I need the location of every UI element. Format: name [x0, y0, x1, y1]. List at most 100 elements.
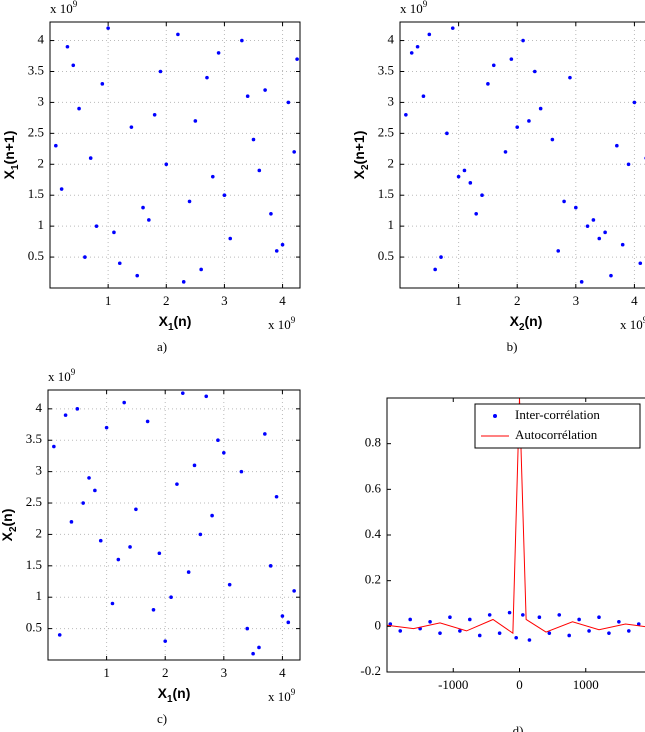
point — [269, 211, 273, 216]
plot-area — [48, 390, 300, 660]
y-tick-label: 4 — [36, 400, 43, 415]
point — [239, 469, 244, 474]
point — [587, 629, 591, 633]
point — [527, 119, 531, 123]
point — [227, 582, 232, 587]
y-tick-label: 2 — [36, 525, 43, 540]
point — [257, 168, 262, 173]
point — [295, 57, 299, 61]
point — [198, 532, 203, 537]
point — [521, 38, 525, 43]
point — [620, 242, 625, 247]
x-tick-label: 1 — [103, 665, 110, 680]
multiplier-exponent: 9 — [291, 687, 296, 697]
axis-label: X1(n) — [159, 313, 192, 333]
point — [632, 100, 637, 105]
point — [222, 450, 226, 455]
y-tick-label: 1.5 — [26, 557, 42, 572]
point — [88, 156, 93, 160]
plot-area — [50, 22, 300, 288]
point — [556, 249, 561, 253]
x-tick-label: -1000 — [438, 677, 468, 692]
label-subscript: 2 — [519, 322, 525, 333]
point — [240, 38, 244, 43]
point — [145, 419, 150, 424]
axis-label: X2(n+1) — [351, 131, 371, 180]
label-subscript: 1 — [167, 694, 173, 705]
y-tick-label: 2.5 — [28, 124, 44, 139]
point — [263, 88, 267, 92]
point — [81, 501, 85, 505]
point — [421, 94, 426, 99]
label-subscript: 2 — [360, 164, 371, 170]
point — [129, 125, 134, 129]
y-tick-label: 1 — [36, 588, 43, 603]
point — [286, 100, 291, 105]
y-tick-label: 0.5 — [28, 248, 44, 263]
point — [574, 205, 578, 210]
x-tick-label: 3 — [221, 665, 228, 680]
point — [404, 112, 408, 117]
label-base: X — [158, 685, 168, 701]
point — [615, 143, 619, 148]
multiplier-text: x 10 — [268, 317, 291, 332]
multiplier-text: x 10 — [50, 1, 73, 16]
y-tick-label: 3.5 — [28, 62, 44, 77]
multiplier-exponent: 9 — [291, 315, 296, 325]
point — [192, 463, 197, 468]
point — [480, 193, 484, 198]
x-tick-label: 2 — [514, 293, 521, 308]
point — [474, 211, 478, 216]
point — [538, 106, 543, 111]
legend: Inter-corrélation Autocorrélation — [474, 403, 641, 449]
point — [75, 407, 80, 411]
y-tick-label: 3.5 — [378, 62, 394, 77]
point — [199, 267, 203, 272]
point — [274, 249, 279, 253]
point — [585, 224, 590, 228]
point — [415, 44, 420, 49]
point — [448, 615, 452, 619]
axes-box — [47, 389, 301, 661]
point — [603, 230, 607, 235]
point — [57, 633, 62, 637]
point — [122, 400, 126, 405]
point — [438, 631, 442, 635]
x-tick-label: 4 — [279, 665, 286, 680]
point — [112, 230, 116, 235]
y-tick-label: 0.2 — [365, 572, 381, 587]
point — [477, 633, 482, 638]
y-tick-label: 0.5 — [26, 620, 42, 635]
point — [186, 570, 191, 574]
point — [286, 620, 291, 625]
point — [532, 69, 537, 74]
point — [527, 638, 532, 642]
point — [468, 181, 473, 185]
point — [439, 255, 443, 259]
point — [157, 551, 162, 556]
point — [547, 631, 552, 635]
legend-swatch — [493, 414, 497, 418]
label-subscript: 1 — [168, 322, 174, 333]
point — [77, 106, 81, 111]
y-tick-label: 0.8 — [365, 435, 381, 450]
caption: a) — [157, 339, 167, 354]
x-tick-label: 1 — [105, 293, 112, 308]
point — [408, 617, 412, 622]
point — [292, 150, 296, 154]
x-tick-label: 1000 — [573, 677, 599, 692]
point — [579, 280, 584, 284]
axes-box — [386, 397, 645, 673]
point — [93, 488, 97, 493]
axis-multiplier: x 109 — [48, 367, 76, 384]
y-tick-label: 1 — [38, 217, 45, 232]
y-tick-label: 2 — [38, 155, 45, 170]
y-tick-label: 1 — [388, 217, 395, 232]
caption: c) — [157, 711, 167, 726]
point — [433, 267, 437, 272]
point — [398, 629, 403, 633]
y-tick-label: -0.2 — [360, 663, 381, 678]
point — [636, 622, 641, 626]
